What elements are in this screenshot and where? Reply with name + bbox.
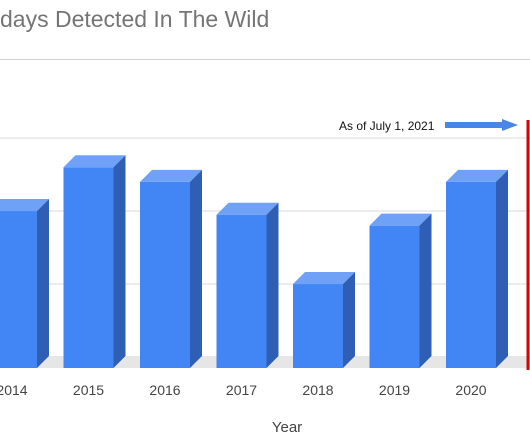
bar-top (369, 213, 432, 226)
annotation-arrow (445, 119, 518, 131)
bar-front (369, 225, 420, 368)
x-tick-label: 2020 (455, 382, 486, 398)
annotation-label: As of July 1, 2021 (339, 119, 435, 133)
bar-2014 (0, 199, 49, 368)
annotation: As of July 1, 2021 (339, 119, 530, 370)
bar-2015 (63, 155, 126, 368)
x-tick-label: 2018 (302, 382, 333, 398)
x-tick-labels: 2014 2015 2016 2017 2018 2019 2020 (0, 382, 487, 398)
bar-top (446, 169, 508, 182)
bar-side (496, 169, 508, 368)
bar-front (216, 214, 267, 368)
bar-front (63, 167, 114, 368)
bar-2016 (140, 169, 202, 368)
bar-2018 (293, 272, 355, 368)
bar-top (0, 199, 49, 212)
x-axis-title: Year (272, 419, 302, 436)
bar-2020 (446, 169, 508, 368)
bar-side (266, 202, 279, 368)
bar-front (293, 284, 343, 368)
title-divider (0, 59, 530, 60)
bar-side (113, 155, 126, 368)
bar-front (140, 181, 190, 368)
bar-top (140, 169, 202, 182)
x-tick-label: 2019 (379, 382, 410, 398)
x-tick-label: 2017 (226, 382, 257, 398)
x-tick-label: 2014 (0, 382, 28, 398)
bar-side (190, 169, 202, 368)
bar-side (343, 272, 355, 368)
bar-2017 (216, 202, 279, 368)
bar-2019 (369, 213, 432, 368)
x-tick-label: 2016 (149, 382, 180, 398)
bar-top (63, 155, 126, 168)
chart-title: days Detected In The Wild (0, 6, 270, 32)
bar-front (0, 211, 37, 368)
bars (0, 155, 508, 368)
bar-top (216, 202, 279, 215)
bar-side (37, 199, 49, 368)
bar-top (293, 272, 355, 285)
x-tick-label: 2015 (73, 382, 104, 398)
bar-front (446, 181, 496, 368)
bar-side (419, 213, 432, 368)
